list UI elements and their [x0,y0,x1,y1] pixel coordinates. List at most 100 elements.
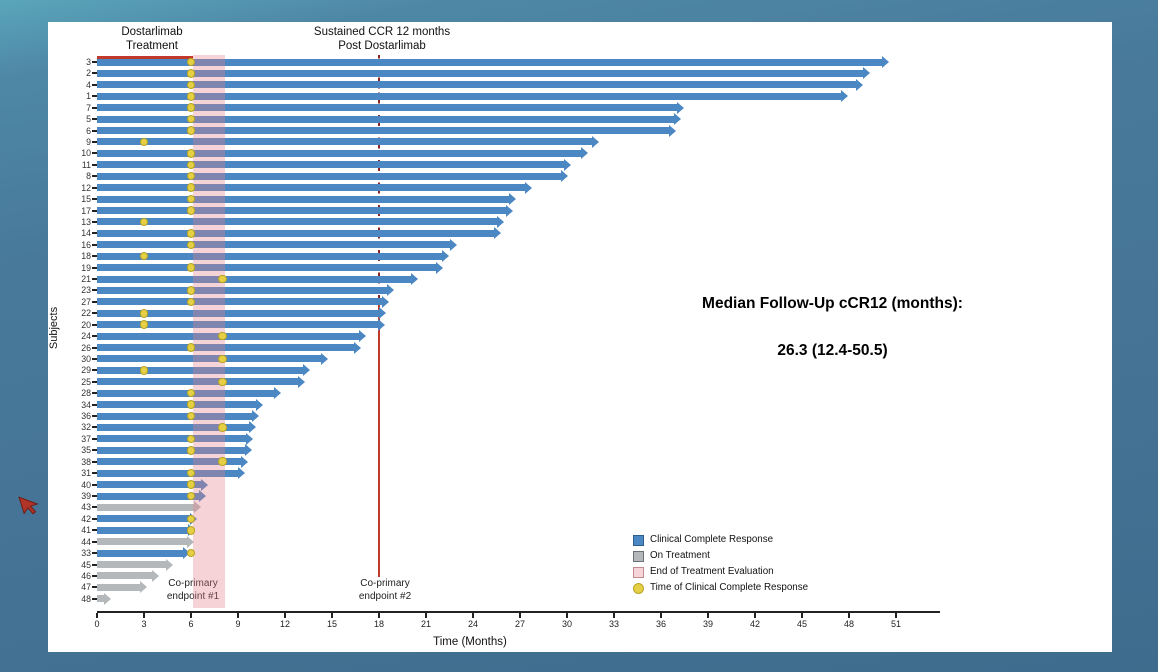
dostarlimab-treatment-duration-bar [97,56,193,61]
subject-bar [97,124,677,137]
ccr-time-dot [186,388,196,398]
y-axis-tick [92,175,97,178]
x-axis-tick [848,613,850,618]
x-axis-tick [237,613,239,618]
ccr-time-dot [186,480,196,489]
subject-bar [97,90,849,103]
subject-bar [97,478,208,491]
co-primary-endpoint2-label: Co-primary endpoint #2 [325,577,445,603]
ccr-time-dot [186,149,196,158]
subject-label: 32 [81,422,91,433]
y-axis-tick [92,460,97,463]
subject-bar [97,524,196,537]
subject-label: 1 [86,91,91,102]
subject-label: 28 [81,388,91,399]
subject-bar [97,410,260,422]
y-axis-tick [92,129,97,132]
ccr-time-dot [218,331,227,341]
y-axis-tick [92,574,97,577]
subject-label: 15 [81,194,91,204]
ccr-time-dot [186,411,196,421]
ccr-time-dot [186,240,196,249]
subject-label: 4 [86,79,91,90]
subject-label: 45 [81,559,91,570]
subject-bar [97,569,160,582]
ccr-time-dot [218,274,227,284]
subject-bar [97,455,249,468]
subject-bar [97,295,390,308]
ccr-time-dot [218,423,227,432]
y-axis-tick [92,529,97,532]
subject-label: 34 [81,399,91,410]
subject-label: 30 [81,353,91,364]
x-tick-label: 42 [749,619,760,629]
subject-label: 3 [86,57,91,67]
subject-bar [97,547,191,560]
subject-bar [97,375,305,388]
y-axis-tick [92,540,97,543]
x-axis-tick [284,613,286,618]
subject-label: 38 [81,456,91,467]
subject-bar [97,501,202,514]
endpoint1-line2: endpoint #1 [166,591,220,602]
y-axis-tick [92,278,97,280]
ccr-time-dot [186,171,196,181]
subject-label: 23 [81,285,91,296]
ccr-time-dot [186,57,196,67]
x-tick-label: 6 [188,619,194,629]
x-tick-label: 30 [561,619,572,629]
y-axis-tick [92,483,97,486]
x-tick-label: 48 [843,619,854,629]
ccr-time-dot [186,446,196,455]
y-axis-tick [92,198,97,200]
subject-label: 22 [81,308,91,319]
x-axis-title: Time (Months) [433,636,507,648]
subject-bar [97,215,504,228]
subject-label: 44 [81,536,91,547]
y-axis-tick [92,289,97,292]
subject-label: 21 [81,274,91,284]
median-followup-value: 26.3 (12.4-50.5) [777,342,888,359]
subject-label: 41 [81,525,91,536]
x-axis-tick [472,613,474,618]
x-tick-label: 12 [279,619,290,629]
subject-label: 17 [81,205,91,216]
y-axis-tick [92,380,97,383]
y-axis-tick [92,586,97,589]
subject-label: 48 [81,593,91,604]
y-axis-tick [92,72,97,75]
y-axis-tick [92,403,97,406]
ccr-time-dot [186,80,196,90]
ccr-time-dot [186,69,196,78]
y-axis-tick [92,140,97,143]
y-axis-tick [92,437,97,440]
subject-bar [97,135,600,148]
y-axis-tick [92,472,97,475]
subject-bar [97,56,890,68]
subject-label: 11 [81,159,91,170]
ccr-time-dot [186,343,196,352]
subject-bar [97,581,147,594]
y-axis-tick [92,152,97,155]
subject-bar [97,193,517,205]
y-axis-tick [92,369,97,372]
median-followup-block: Median Follow-Up cCR12 (months): 26.3 (1… [640,295,1025,360]
subject-bar [97,330,366,343]
subject-bar [97,592,111,605]
subject-label: 14 [81,228,91,239]
subject-label: 7 [86,102,91,113]
x-axis-tick [801,613,803,618]
subject-label: 25 [81,376,91,387]
y-axis-tick [92,118,97,121]
dostarlimab-label-line2: Treatment [126,40,178,52]
subject-bar [97,535,194,548]
subject-bar [97,364,310,377]
ccr-time-dot [186,206,196,215]
subject-label: 40 [81,479,91,490]
ccr-time-dot [186,126,196,135]
ccr-time-dot [186,434,196,444]
subject-label: 47 [81,582,91,593]
subject-label: 16 [81,239,91,250]
y-axis-tick [92,163,97,166]
subject-label: 36 [81,411,91,421]
